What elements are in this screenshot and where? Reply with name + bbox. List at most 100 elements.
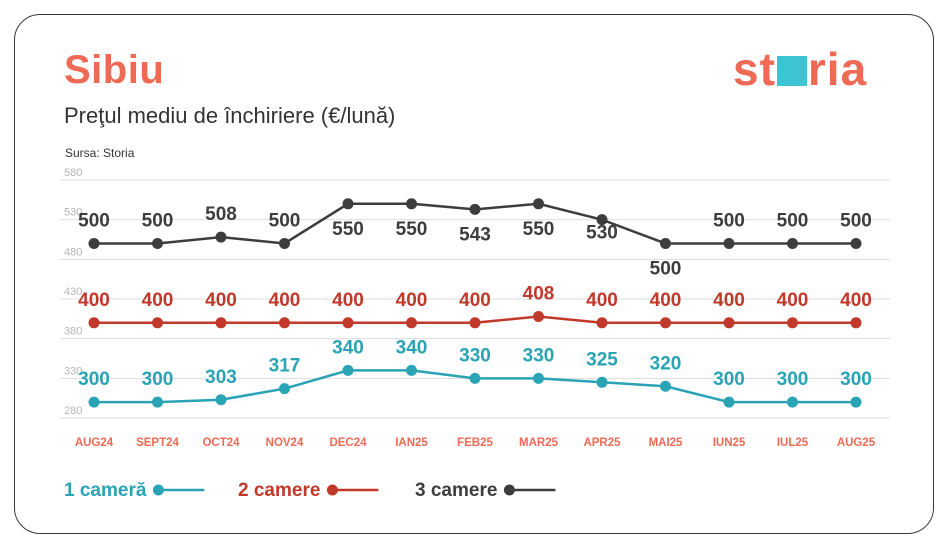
data-label: 530 (586, 223, 618, 244)
data-point (850, 317, 862, 329)
data-label: 325 (586, 349, 618, 370)
data-label: 500 (777, 210, 809, 231)
city-title: Sibiu (64, 48, 165, 92)
data-label: 400 (396, 290, 428, 311)
x-tick-label: APR25 (583, 437, 621, 449)
data-label: 300 (142, 369, 174, 390)
data-point (406, 364, 417, 376)
x-tick-label: AUG25 (837, 437, 876, 449)
data-label: 300 (840, 369, 872, 390)
data-point (660, 237, 671, 249)
data-label: 400 (586, 290, 618, 311)
data-label: 550 (332, 219, 364, 240)
data-point (152, 317, 163, 329)
data-point (406, 317, 417, 329)
x-tick-label: IAN25 (395, 437, 428, 449)
data-label: 400 (650, 290, 682, 311)
data-label: 550 (523, 219, 555, 240)
data-point (850, 396, 862, 408)
x-tick-label: SEPT24 (136, 437, 179, 449)
data-label: 550 (396, 219, 428, 240)
y-tick-label: 380 (64, 326, 82, 338)
data-label: 500 (142, 210, 174, 231)
data-label: 340 (396, 337, 428, 358)
data-label: 543 (459, 224, 491, 245)
data-point (88, 317, 100, 329)
x-tick-label: NOV24 (266, 437, 304, 449)
legend-label-2: 2 camere (238, 480, 320, 501)
data-point (469, 317, 481, 329)
data-label: 400 (78, 290, 110, 311)
data-point (215, 394, 227, 406)
data-point (342, 364, 354, 376)
data-point (88, 396, 100, 408)
data-point (723, 396, 735, 408)
data-label: 400 (713, 290, 745, 311)
data-label: 300 (777, 369, 809, 390)
x-tick-label: IUL25 (777, 437, 809, 449)
data-label: 400 (777, 290, 809, 311)
y-tick-label: 430 (64, 286, 82, 298)
data-label: 317 (269, 356, 301, 377)
data-label: 408 (523, 283, 555, 304)
data-point (342, 317, 354, 329)
data-label: 303 (205, 367, 237, 388)
data-point (787, 396, 798, 408)
data-label: 400 (269, 290, 301, 311)
y-tick-label: 580 (64, 167, 82, 179)
data-label: 300 (78, 369, 110, 390)
source-note: Sursa: Storia (65, 146, 135, 160)
data-label: 500 (650, 258, 682, 279)
data-label: 300 (713, 369, 745, 390)
data-point (787, 237, 798, 249)
data-label: 400 (840, 290, 872, 311)
chart-subtitle: Preţul mediu de închiriere (€/lună) (64, 103, 396, 128)
data-label: 320 (650, 353, 682, 374)
data-point (723, 317, 735, 329)
legend-label-3: 3 camere (415, 480, 497, 501)
data-label: 340 (332, 337, 364, 358)
y-tick-label: 330 (64, 365, 82, 377)
data-label: 400 (142, 290, 174, 311)
data-point (596, 317, 608, 329)
data-point (596, 214, 608, 226)
data-point (787, 317, 798, 329)
chart-card (14, 14, 934, 534)
storia-logo: storia (733, 43, 868, 95)
data-point (533, 372, 544, 384)
x-tick-label: MAI25 (649, 437, 683, 449)
legend-label-1: 1 cameră (64, 480, 147, 501)
data-point (279, 383, 290, 395)
data-point (660, 380, 671, 392)
data-label: 500 (269, 210, 301, 231)
x-tick-label: AUG24 (75, 437, 114, 449)
y-tick-label: 530 (64, 207, 82, 219)
data-point (152, 237, 163, 249)
data-label: 330 (523, 345, 555, 366)
x-tick-label: MAR25 (519, 437, 559, 449)
data-point (279, 317, 290, 329)
data-point (533, 198, 544, 210)
data-point (723, 237, 735, 249)
data-point (469, 372, 481, 384)
data-point (152, 396, 163, 408)
data-label: 500 (713, 210, 745, 231)
data-label: 400 (459, 290, 491, 311)
x-tick-label: DEC24 (329, 437, 367, 449)
data-point (596, 376, 608, 388)
data-point (88, 237, 100, 249)
data-label: 400 (332, 290, 364, 311)
data-point (469, 203, 481, 215)
data-point (215, 317, 227, 329)
data-label: 508 (205, 204, 237, 225)
data-point (533, 310, 544, 322)
y-tick-label: 480 (64, 246, 82, 258)
data-label: 400 (205, 290, 237, 311)
data-label: 500 (840, 210, 872, 231)
y-tick-label: 280 (64, 405, 82, 417)
data-point (342, 198, 354, 210)
x-tick-label: OCT24 (202, 437, 240, 449)
x-tick-label: FEB25 (457, 437, 493, 449)
data-point (406, 198, 417, 210)
